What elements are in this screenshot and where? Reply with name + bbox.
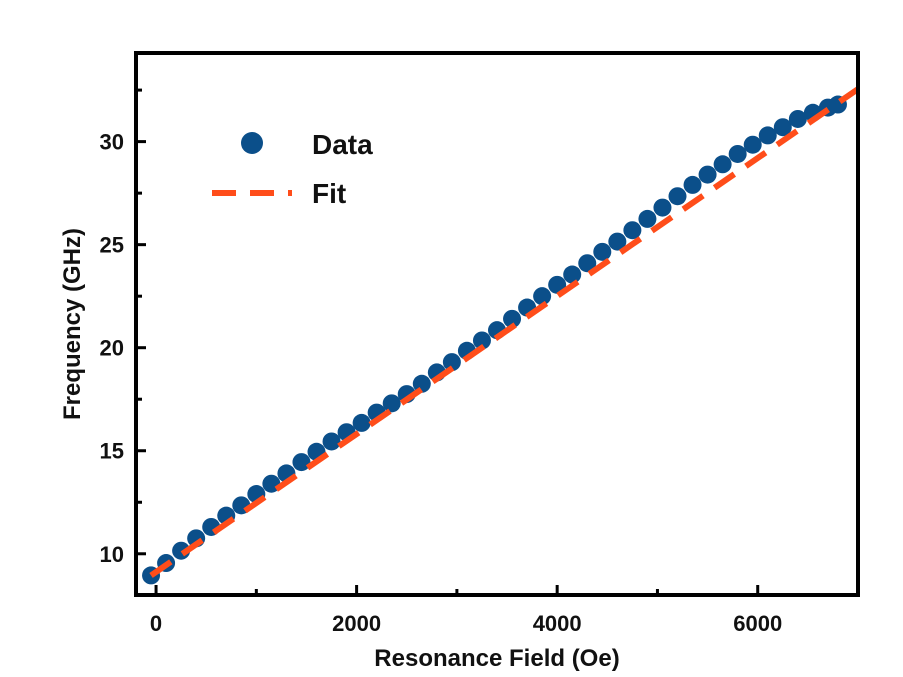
data-point [743, 135, 762, 154]
data-point [412, 374, 431, 393]
y-tick-label: 30 [100, 130, 124, 155]
data-point [352, 413, 371, 432]
data-point [713, 155, 732, 174]
data-point [608, 232, 627, 251]
fit-line [149, 86, 860, 578]
y-axis-title: Frequency (GHz) [59, 228, 86, 420]
y-tick-label: 20 [100, 336, 124, 361]
data-point [683, 175, 702, 194]
legend: Data Fit [212, 129, 373, 209]
data-point [623, 221, 642, 240]
data-point [322, 432, 341, 451]
data-point [533, 287, 552, 306]
data-point [668, 187, 687, 206]
x-tick-label: 6000 [733, 611, 782, 636]
data-point [653, 198, 672, 217]
x-tick-label: 2000 [332, 611, 381, 636]
plot-frame [134, 51, 860, 597]
legend-data-label: Data [312, 129, 373, 160]
y-tick-label: 10 [100, 542, 124, 567]
data-point [728, 144, 747, 163]
y-tick-label: 15 [100, 439, 124, 464]
data-point [638, 209, 657, 228]
x-tick-label: 0 [150, 611, 162, 636]
data-point [442, 353, 461, 372]
data-point [563, 265, 582, 284]
data-point [788, 109, 807, 128]
plot-area [142, 86, 860, 585]
data-point [578, 254, 597, 273]
x-axis-title: Resonance Field (Oe) [374, 645, 619, 672]
legend-fit-label: Fit [312, 178, 346, 209]
data-point [292, 453, 311, 472]
data-point [472, 331, 491, 350]
data-point [758, 126, 777, 145]
axis-ticks: 0 2000 4000 6000 10 15 20 25 30 [100, 88, 782, 636]
legend-data-marker [241, 132, 263, 154]
y-tick-label: 25 [100, 233, 124, 258]
data-point [698, 165, 717, 184]
data-point [773, 118, 792, 137]
data-point [382, 394, 401, 413]
data-point [593, 242, 612, 261]
data-point [503, 309, 522, 328]
x-tick-label: 4000 [533, 611, 582, 636]
